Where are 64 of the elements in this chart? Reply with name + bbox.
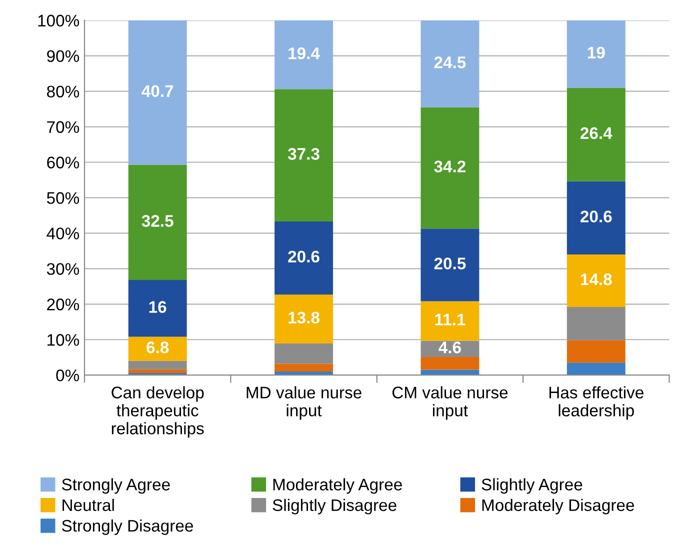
bar [128,369,187,373]
bar [566,362,626,376]
y-tick-label: 70% [47,121,80,133]
bar [566,20,626,88]
bar [274,20,334,90]
y-tick-label: 10% [48,334,80,346]
bar [128,280,187,337]
data-label: 19.4 [288,47,320,60]
bar [274,344,334,364]
x-tick-label: Can develop therapeutic relationships [112,386,204,438]
data-label: 13.8 [288,312,320,324]
data-label: 26.4 [580,127,612,140]
bar [420,357,480,370]
legend-label: Strongly Agree [62,478,170,494]
bar [274,364,334,372]
bar [128,336,187,361]
x-tick-label: Has effective leadership [549,386,644,420]
y-tick-label: 100% [38,14,80,27]
data-label: 11.1 [435,314,466,326]
bar [420,20,480,108]
data-label: 4.6 [438,342,461,354]
bar [274,294,334,344]
y-tick-label: 80% [47,86,80,98]
y-tick-label: 40% [46,228,80,240]
legend-label: Slightly Disagree [272,498,396,514]
data-label: 24.5 [434,56,466,68]
data-label: 16 [149,301,166,313]
bar [566,340,626,363]
y-tick-label: 20% [47,298,80,310]
data-label: 20.5 [434,258,466,270]
y-tick-label: 60% [47,156,80,168]
legend-label: Slightly Agree [482,478,582,494]
bar [274,221,334,295]
y-tick-label: 0% [56,370,80,382]
y-tick-label: 30% [46,263,80,275]
bar [420,107,480,229]
legend-label: Strongly Disagree [62,519,193,535]
data-label: 6.8 [146,342,169,354]
bar [128,360,187,370]
bar [274,89,334,222]
legend-label: Moderately Disagree [482,498,634,514]
y-tick-label: 50% [46,192,80,204]
bar [420,340,480,358]
data-label: 37.3 [288,148,320,160]
data-label: 14.8 [580,273,612,286]
bar [128,164,187,280]
bar [420,228,480,302]
legend-label: Moderately Agree [273,478,402,494]
bar [566,306,626,340]
data-label: 40.7 [142,85,174,98]
data-label: 32.5 [142,215,174,227]
data-label: 20.6 [288,250,320,263]
bar [566,254,626,307]
bar [566,88,626,182]
data-label: 19 [588,46,605,59]
y-tick-label: 90% [47,50,80,62]
data-label: 34.2 [434,160,466,172]
x-tick-label: MD value nurse input [246,386,362,420]
bar [566,181,626,254]
legend-label: Neutral [62,498,114,512]
x-tick-label: CM value nurse input [392,386,508,420]
bar [420,301,480,341]
bar [128,20,187,165]
data-label: 20.6 [580,210,612,222]
